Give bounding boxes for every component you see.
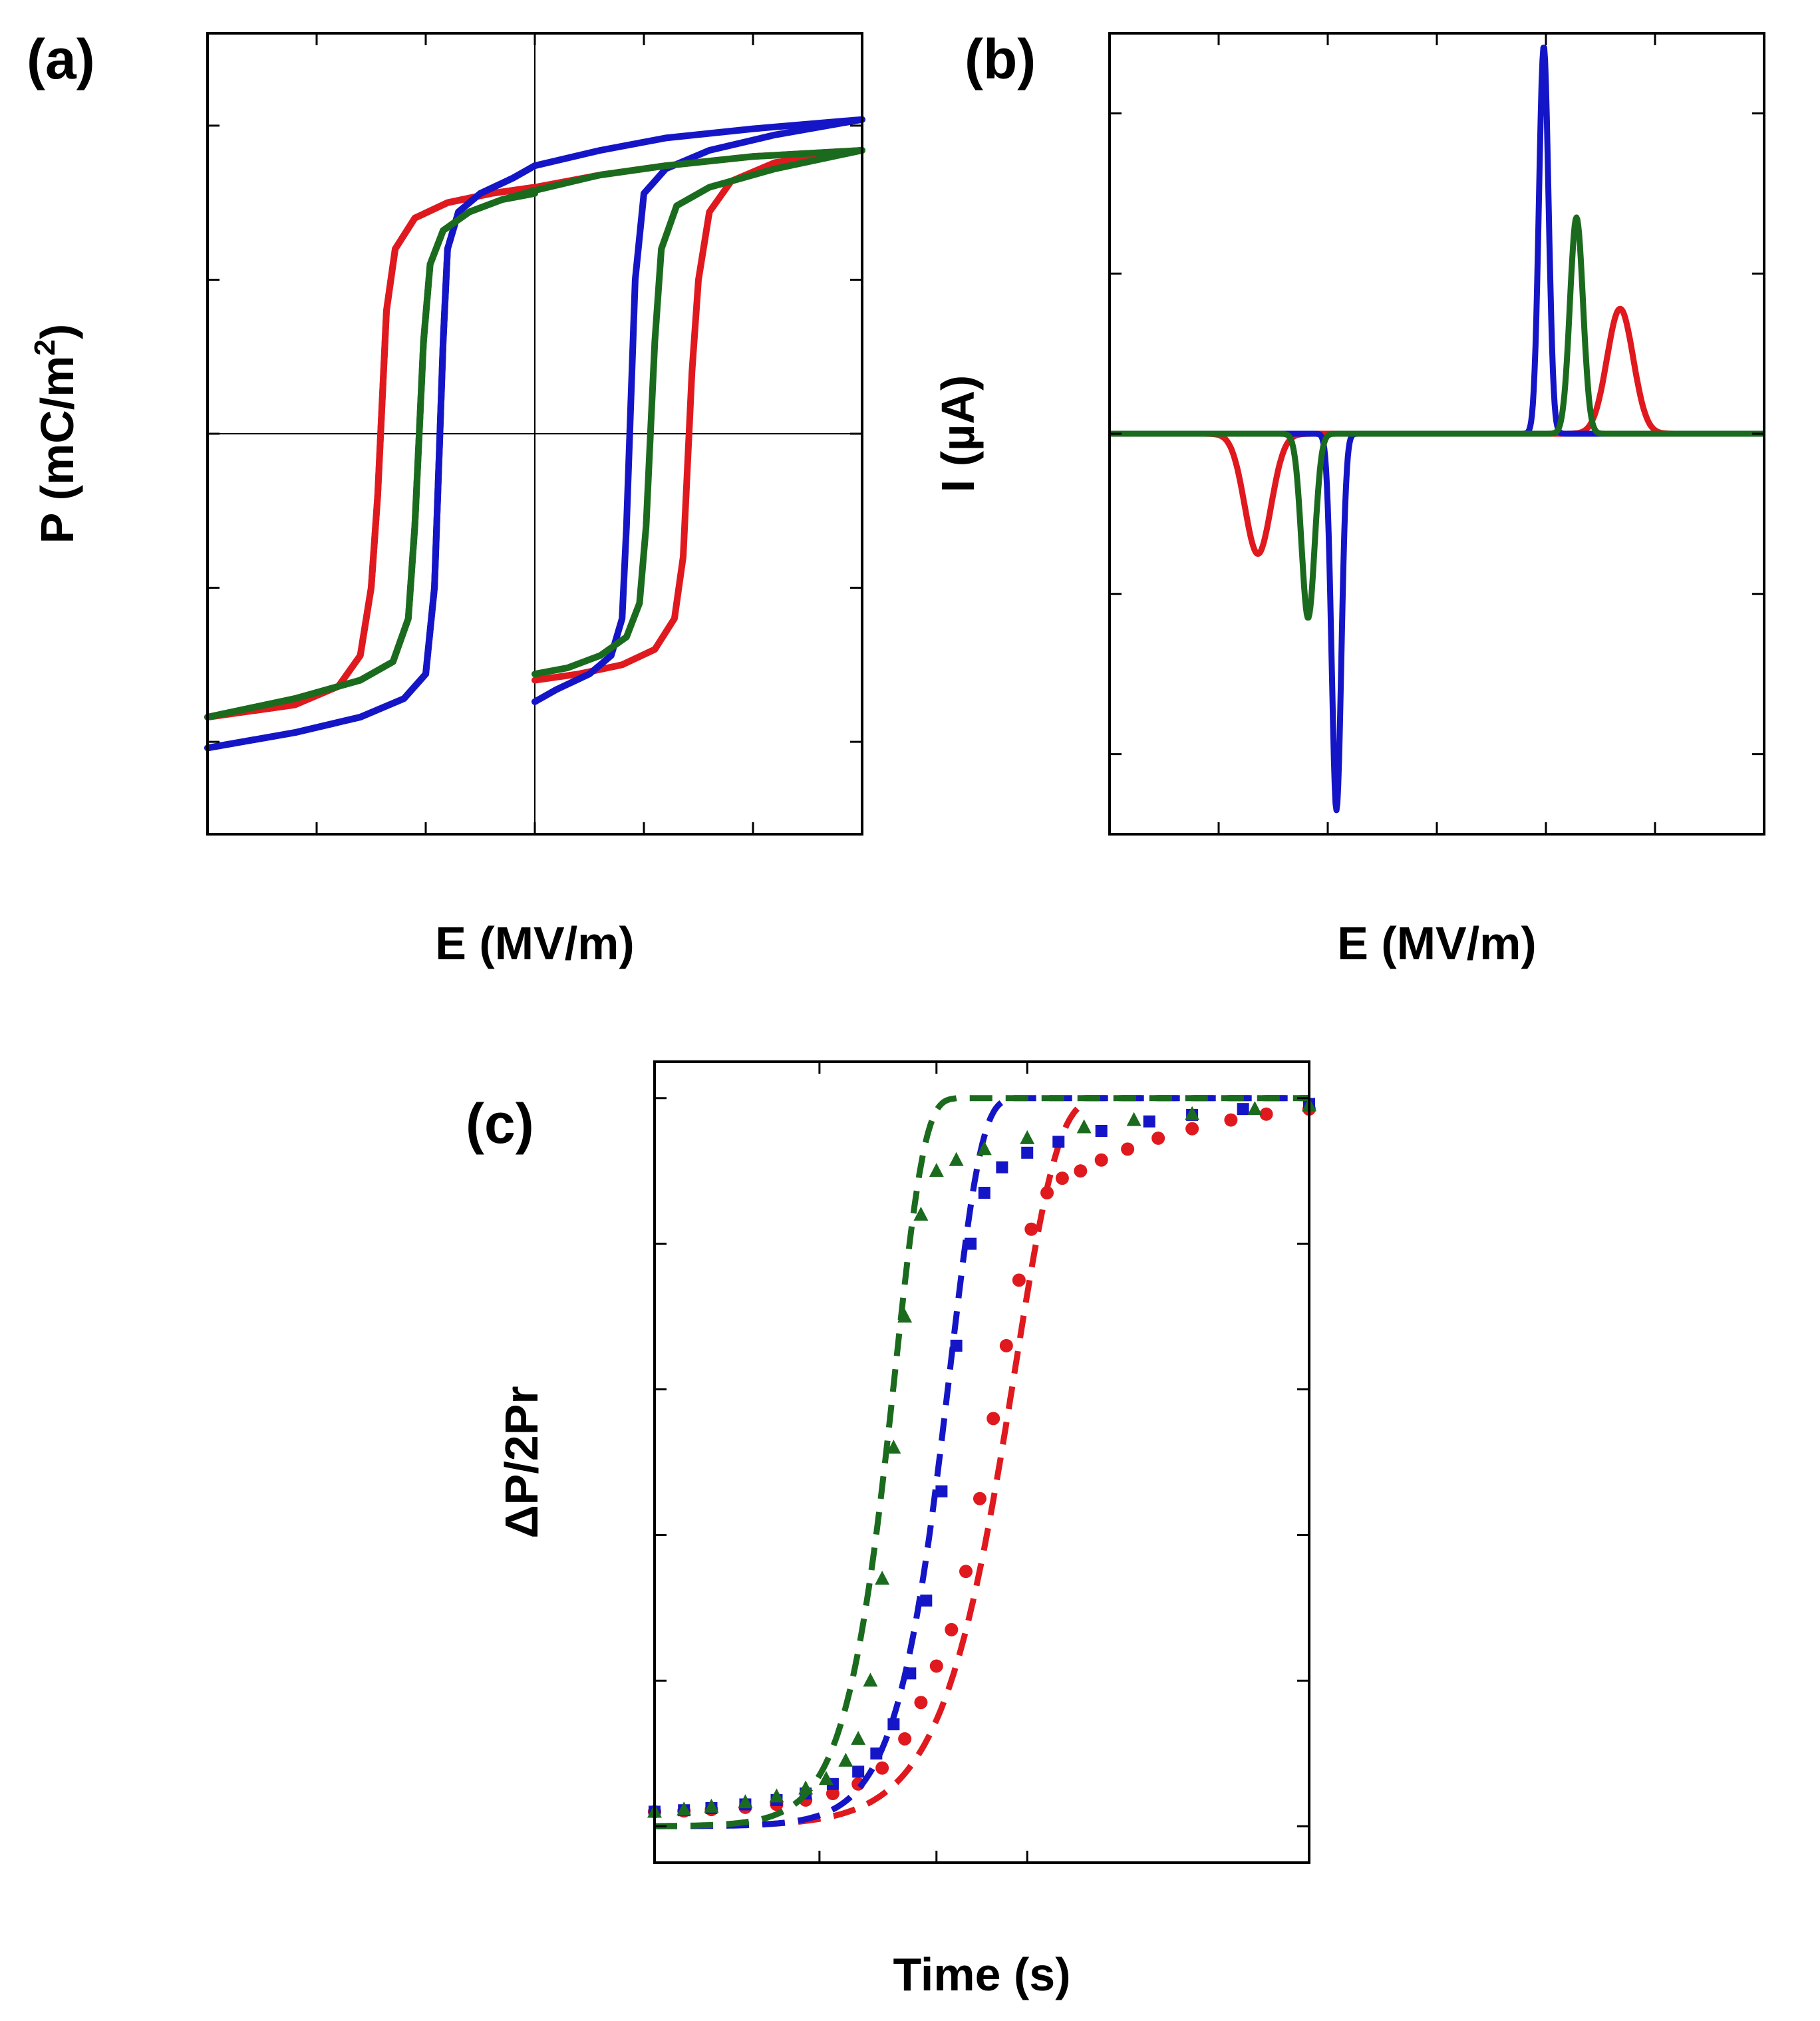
panel-c-point	[1024, 1222, 1038, 1236]
panel-c-point	[1020, 1130, 1035, 1144]
panel-a-series	[204, 33, 865, 834]
panel-c-point	[977, 1141, 992, 1156]
panel-c-point	[949, 1152, 964, 1166]
panel-b-label: (b)	[965, 28, 1036, 90]
panel-a-series-line	[531, 147, 865, 684]
panel-c-point	[920, 1594, 933, 1607]
panel-c-point	[935, 1485, 948, 1497]
panel-c-point	[1074, 1164, 1088, 1178]
panel-b-series	[1107, 45, 1765, 814]
panel-a-series-line	[204, 190, 538, 720]
panel-c-point	[999, 1338, 1013, 1352]
panel-b-xlabel: E (MV/m)	[1337, 917, 1536, 969]
panel-c-point	[1055, 1171, 1069, 1185]
panel-c-point	[1012, 1273, 1026, 1287]
panel-c-point	[1095, 1124, 1108, 1137]
panel-c-point	[914, 1696, 928, 1710]
panel-c-point	[986, 1412, 1000, 1426]
panel-c-point	[950, 1339, 963, 1352]
panel-a: (a) E (MV/m) P (mC/m2)	[27, 28, 865, 969]
panel-c-point	[959, 1565, 973, 1579]
panel-c-point	[819, 1771, 834, 1786]
panel-c-point	[1121, 1142, 1135, 1156]
panel-c-point	[1052, 1136, 1065, 1148]
panel-c-point	[1185, 1122, 1199, 1136]
panel-c-point	[704, 1798, 719, 1813]
panel-c-ylabel: ΔP/2Pr	[496, 1386, 547, 1538]
panel-c-point	[1247, 1101, 1263, 1116]
panel-b-ylabel: I (µA)	[932, 375, 984, 492]
panel-a-label: (a)	[27, 28, 95, 90]
panel-c-point	[1076, 1119, 1092, 1134]
panel-c-point	[769, 1788, 784, 1803]
panel-a-xlabel: E (MV/m)	[435, 917, 634, 969]
panel-c-point	[1126, 1112, 1141, 1126]
panel-c-point	[945, 1623, 959, 1636]
panel-c-point	[875, 1761, 889, 1775]
panel-c-point	[1040, 1186, 1054, 1200]
panel-c-point	[852, 1766, 865, 1778]
panel-c-point	[826, 1787, 839, 1801]
panel-c: (c) Time (s) ΔP/2Pr	[466, 1060, 1316, 2000]
panel-a-series-line	[531, 147, 865, 678]
panel-c-point	[929, 1659, 943, 1673]
panel-c-point	[838, 1752, 853, 1767]
panel-c-fit-line	[655, 1095, 1309, 1829]
panel-b: (b) E (MV/m) I (µA)	[932, 28, 1765, 969]
panel-c-point	[913, 1206, 929, 1221]
panel-c-point	[978, 1187, 990, 1199]
panel-a-frame	[206, 32, 863, 836]
panel-c-point	[851, 1730, 866, 1745]
panel-c-point	[870, 1747, 883, 1760]
panel-c-point	[1259, 1107, 1273, 1121]
panel-c-point	[973, 1491, 986, 1505]
panel-b-series-line	[1107, 214, 1765, 621]
panel-c-point	[1151, 1131, 1165, 1145]
panel-c-point	[887, 1718, 900, 1731]
panel-c-point	[1143, 1115, 1155, 1128]
panel-b-frame	[1108, 32, 1765, 836]
panel-c-point	[897, 1309, 913, 1323]
panel-c-fit-line	[655, 1095, 1309, 1829]
panel-c-point	[863, 1672, 878, 1687]
panel-c-point	[1185, 1106, 1200, 1120]
panel-c-point	[677, 1801, 692, 1816]
panel-c-point	[875, 1571, 890, 1585]
panel-c-point	[886, 1440, 901, 1454]
panel-c-point	[898, 1732, 912, 1746]
panel-c-label: (c)	[466, 1092, 534, 1155]
panel-c-point	[965, 1237, 977, 1250]
panel-c-point	[798, 1780, 814, 1795]
panel-c-frame	[653, 1060, 1310, 1864]
panel-a-series-line	[204, 162, 538, 752]
panel-c-fit-line	[655, 1095, 1309, 1829]
panel-a-ylabel: P (mC/m2)	[29, 324, 83, 544]
panel-c-point	[1094, 1153, 1108, 1167]
panel-c-ticks	[653, 1062, 1310, 1863]
panel-c-point	[929, 1163, 944, 1177]
panel-c-point	[1021, 1146, 1034, 1159]
panel-c-point	[1224, 1113, 1238, 1127]
panel-a-series-line	[531, 116, 865, 705]
panel-c-point	[738, 1794, 753, 1809]
panel-c-point	[1237, 1103, 1249, 1116]
panel-c-series	[647, 1095, 1316, 1829]
panel-c-xlabel: Time (s)	[893, 1948, 1070, 2000]
panel-c-point	[996, 1161, 1008, 1173]
panel-b-series-line	[1107, 45, 1765, 814]
panel-a-series-line	[204, 184, 538, 720]
panel-c-point	[904, 1667, 917, 1680]
